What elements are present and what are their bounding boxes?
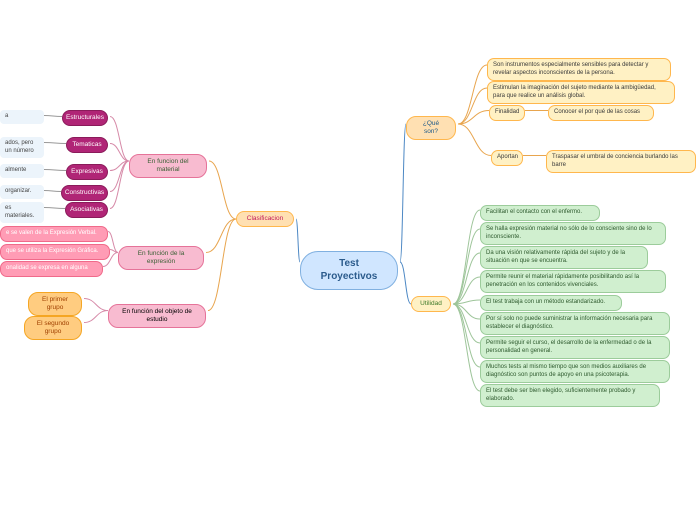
material-node: En funcion del material: [129, 154, 207, 178]
objeto-leaf-1: El segundo grupo: [24, 316, 82, 340]
que-leaf-0: Son instrumentos especialmente sensibles…: [487, 58, 671, 81]
expresion-leaf-2: onalidad se expresa en alguna: [0, 261, 103, 277]
expresion-leaf-1: que se utiliza la Expresión Gráfica.: [0, 244, 110, 260]
material-leaf-3: Constructivas: [61, 185, 108, 201]
material-leaf-0: Estructurales: [62, 110, 108, 126]
util-leaf-8: El test debe ser bien elegido, suficient…: [480, 384, 660, 407]
objeto-leaf-0: El primer grupo: [28, 292, 82, 316]
utilidad-node: Utilidad: [411, 296, 451, 312]
material-leaf-2-trunc: almente: [0, 164, 44, 178]
material-leaf-4: Asociativas: [65, 202, 108, 218]
que-leaf-3-sub: Traspasar el umbral de conciencia burlan…: [546, 150, 696, 173]
util-leaf-3: Permite reunir el material rápidamente p…: [480, 270, 666, 293]
que-leaf-2-sub: Conocer el por qué de las cosas: [548, 105, 654, 121]
util-leaf-0: Facilitan el contacto con el enfermo.: [480, 205, 600, 221]
material-leaf-0-trunc: a: [0, 110, 44, 124]
que-leaf-3: Aportan: [491, 150, 523, 166]
util-leaf-2: Da una visión relativamente rápida del s…: [480, 246, 648, 269]
material-leaf-3-trunc: organizar.: [0, 185, 44, 199]
util-leaf-4: El test trabaja con un método estandariz…: [480, 295, 622, 311]
objeto-node: En función del objeto de estudio: [108, 304, 206, 328]
material-leaf-1: Tematicas: [66, 137, 108, 153]
util-leaf-6: Permite seguir el curso, el desarrollo d…: [480, 336, 670, 359]
util-leaf-7: Muchos tests al mismo tiempo que son med…: [480, 360, 670, 383]
expresion-node: En función de la expresión: [118, 246, 204, 270]
que-son-node: ¿Qué son?: [406, 116, 456, 140]
material-leaf-2: Expresivas: [66, 164, 108, 180]
util-leaf-5: Por sí solo no puede suministrar la info…: [480, 312, 670, 335]
clasificacion-node: Clasificacion: [236, 211, 294, 227]
material-leaf-1-trunc: ados, pero un número: [0, 137, 44, 158]
expresion-leaf-0: e se valen de la Expresión Verbal.: [0, 226, 108, 242]
root-node: Test Proyectivos: [300, 251, 398, 290]
que-leaf-1: Estimulan la imaginación del sujeto medi…: [487, 81, 675, 104]
material-leaf-4-trunc: es materiales.: [0, 202, 44, 223]
que-leaf-2: Finalidad: [489, 105, 525, 121]
util-leaf-1: Se halla expresión material no sólo de l…: [480, 222, 666, 245]
